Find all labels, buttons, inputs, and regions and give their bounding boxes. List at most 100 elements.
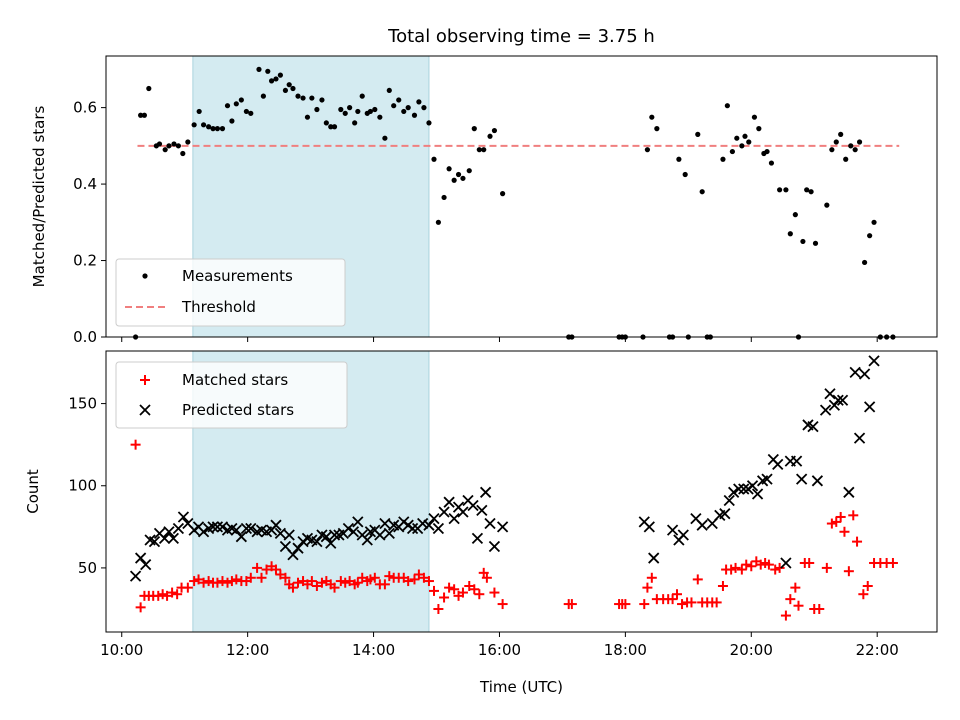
matched-star-point — [686, 597, 697, 608]
predicted-star-point — [471, 532, 484, 544]
top-panel: 0.0 0.2 0.4 0.6 Total observing time = 3.75… — [30, 26, 938, 346]
predicted-star-point — [211, 521, 224, 533]
matched-star-point — [736, 564, 747, 575]
measurement-point — [219, 126, 226, 132]
predicted-star-point — [666, 524, 679, 536]
top-y-ticks: 0.0 0.2 0.4 0.6 — [73, 99, 106, 346]
matched-star-point — [270, 564, 281, 575]
matched-star-point — [464, 580, 475, 591]
predicted-star-point — [240, 522, 253, 535]
measurement-point — [386, 87, 392, 94]
predicted-star-point — [484, 517, 496, 530]
measurement-point — [229, 118, 235, 124]
matched-star-point — [741, 559, 752, 570]
predicted-star-point — [197, 526, 210, 538]
predicted-star-point — [488, 540, 501, 553]
legend-plus-marker — [140, 375, 150, 385]
top-legend: Measurements Threshold — [115, 258, 346, 327]
predicted-star-point — [216, 521, 229, 533]
measurement-point — [808, 189, 814, 195]
measurement-point — [446, 166, 452, 172]
legend-measurements-label: Measurements — [182, 267, 293, 285]
measurement-point — [282, 87, 289, 94]
predicted-star-point — [361, 534, 373, 546]
measurement-point — [481, 147, 487, 153]
measurement-point — [328, 124, 334, 130]
measurement-point — [372, 106, 378, 113]
measurement-point — [724, 103, 730, 109]
predicted-star-point — [772, 458, 784, 471]
matched-star-point — [433, 603, 444, 614]
measurement-point — [500, 191, 506, 197]
predicted-star-point — [719, 508, 731, 520]
predicted-star-point — [443, 496, 455, 508]
chart-title: Total observing time = 3.75 h — [387, 26, 655, 47]
measurement-point — [751, 114, 758, 120]
measurement-point — [268, 78, 275, 84]
matched-star-point — [135, 602, 146, 613]
measurement-point — [200, 122, 207, 128]
predicted-star-point — [849, 366, 861, 378]
x-tick-label: 22:00 — [856, 641, 899, 659]
predicted-star-point — [819, 404, 832, 416]
matched-star-point — [671, 589, 682, 600]
top-legend-box — [115, 258, 346, 327]
predicted-star-point — [836, 394, 849, 406]
measurement-point — [871, 219, 877, 225]
predicted-star-point — [342, 522, 355, 535]
predicted-star-point — [140, 558, 152, 571]
measurement-point — [695, 131, 701, 137]
bottom-y-axis-label: Count — [24, 469, 42, 514]
measurement-point — [138, 112, 144, 118]
measurement-point — [487, 133, 493, 139]
predicted-star-point — [207, 521, 219, 533]
matched-star-point — [167, 587, 178, 598]
predicted-star-point — [379, 517, 391, 530]
predicted-star-point — [790, 455, 803, 467]
measurement-point — [166, 143, 172, 149]
matched-star-point — [489, 587, 500, 598]
measurement-point — [191, 122, 197, 128]
predicted-star-point — [163, 526, 175, 538]
matched-star-point — [409, 574, 420, 585]
legend-x-marker — [139, 404, 151, 416]
measurement-point — [476, 147, 482, 153]
measurement-point — [862, 259, 868, 266]
predicted-star-point — [270, 519, 282, 531]
top-axes-frame — [105, 55, 938, 338]
measurement-point — [455, 171, 462, 178]
matched-star-point — [821, 562, 832, 573]
measurement-point — [210, 126, 216, 132]
matched-star-point — [357, 572, 368, 583]
x-tick-label: 16:00 — [478, 641, 521, 659]
top-x-ticks — [121, 337, 878, 342]
measurement-point — [377, 114, 383, 120]
measurement-point — [367, 108, 374, 115]
measurement-point — [290, 85, 296, 92]
matched-star-point — [369, 572, 380, 583]
predicted-star-point — [134, 552, 147, 564]
y-tick-label: 50 — [78, 559, 97, 577]
matched-star-point — [642, 582, 653, 593]
predicted-star-point — [177, 511, 190, 523]
matched-star-point — [403, 576, 414, 587]
predicted-star-point — [643, 521, 655, 533]
predicted-star-point — [733, 483, 745, 495]
matched-star-point — [418, 572, 429, 583]
measurement-point — [382, 135, 388, 141]
matched-star-point — [252, 562, 263, 573]
matched-star-point — [231, 574, 242, 585]
measurement-point — [848, 143, 854, 149]
measurement-point — [396, 97, 402, 103]
predicted-star-point — [738, 483, 750, 495]
measurement-point — [196, 108, 202, 115]
measurement-point — [162, 147, 168, 153]
measurement-point — [431, 156, 437, 162]
matched-star-point — [293, 577, 304, 588]
matched-star-point — [793, 600, 804, 611]
matched-star-point — [852, 536, 863, 547]
bottom-y-ticks: 50 100 150 — [68, 395, 106, 577]
matched-star-point — [862, 580, 873, 591]
measurement-point — [248, 110, 254, 116]
predicted-star-point — [245, 522, 257, 535]
